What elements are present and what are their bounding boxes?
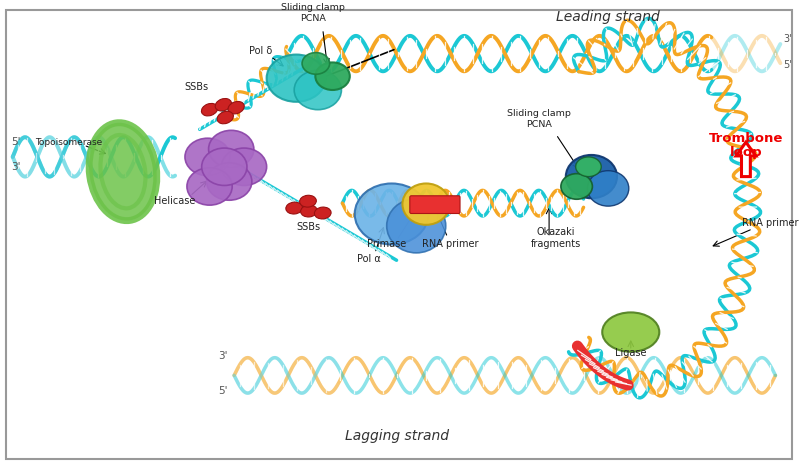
Ellipse shape bbox=[355, 183, 428, 244]
Text: Leading strand: Leading strand bbox=[556, 10, 660, 24]
Ellipse shape bbox=[300, 205, 317, 217]
Text: Primase: Primase bbox=[367, 239, 407, 249]
Ellipse shape bbox=[386, 199, 446, 253]
Text: Pol α: Pol α bbox=[357, 254, 381, 264]
Text: SSBs: SSBs bbox=[296, 222, 320, 232]
FancyBboxPatch shape bbox=[410, 196, 460, 213]
Text: Trombone
loop: Trombone loop bbox=[708, 132, 783, 159]
Ellipse shape bbox=[215, 98, 232, 111]
Ellipse shape bbox=[266, 55, 326, 102]
Ellipse shape bbox=[588, 170, 629, 206]
Ellipse shape bbox=[221, 148, 266, 185]
Text: Ligase: Ligase bbox=[615, 348, 646, 358]
Ellipse shape bbox=[294, 70, 341, 109]
Text: SSBs: SSBs bbox=[184, 82, 208, 92]
Ellipse shape bbox=[561, 174, 592, 199]
Ellipse shape bbox=[299, 195, 316, 207]
Text: 5': 5' bbox=[10, 137, 20, 147]
Ellipse shape bbox=[228, 102, 244, 114]
Text: 3': 3' bbox=[218, 351, 227, 361]
Ellipse shape bbox=[89, 123, 157, 221]
Ellipse shape bbox=[207, 163, 252, 200]
Ellipse shape bbox=[202, 148, 247, 185]
Ellipse shape bbox=[302, 53, 329, 74]
Text: Sliding clamp
PCNA: Sliding clamp PCNA bbox=[507, 109, 572, 129]
Text: Topoisomerase: Topoisomerase bbox=[35, 138, 102, 146]
Ellipse shape bbox=[187, 168, 232, 205]
Ellipse shape bbox=[286, 202, 303, 214]
Text: Lagging strand: Lagging strand bbox=[345, 429, 448, 444]
Text: RNA primer: RNA primer bbox=[423, 239, 479, 249]
Text: 5': 5' bbox=[783, 61, 792, 70]
Ellipse shape bbox=[576, 157, 601, 176]
Text: Sliding clamp
PCNA: Sliding clamp PCNA bbox=[281, 3, 345, 23]
Ellipse shape bbox=[602, 312, 659, 352]
Text: 5': 5' bbox=[218, 386, 227, 396]
FancyArrow shape bbox=[736, 142, 756, 176]
Ellipse shape bbox=[185, 138, 230, 176]
Text: 3': 3' bbox=[10, 162, 20, 172]
FancyBboxPatch shape bbox=[6, 10, 792, 459]
Text: 3': 3' bbox=[783, 34, 792, 44]
Text: Helicase: Helicase bbox=[155, 196, 196, 206]
Text: Pol δ: Pol δ bbox=[249, 46, 272, 55]
Ellipse shape bbox=[217, 111, 233, 124]
Ellipse shape bbox=[316, 62, 350, 90]
Text: Okazaki
fragments: Okazaki fragments bbox=[530, 227, 581, 249]
Ellipse shape bbox=[201, 103, 217, 116]
Ellipse shape bbox=[566, 155, 617, 198]
Ellipse shape bbox=[402, 183, 450, 225]
Text: RNA primer: RNA primer bbox=[742, 218, 799, 228]
Ellipse shape bbox=[208, 130, 254, 168]
Ellipse shape bbox=[315, 207, 331, 219]
